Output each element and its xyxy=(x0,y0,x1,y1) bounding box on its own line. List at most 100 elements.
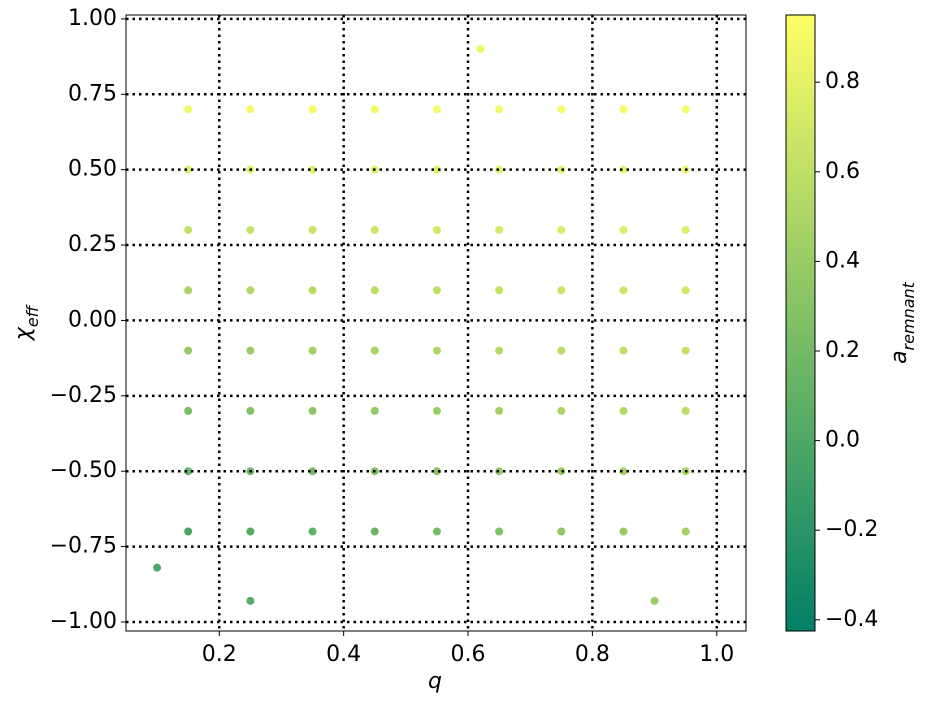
point xyxy=(557,406,566,415)
point xyxy=(557,225,566,234)
colorbar-tick-label: 0.8 xyxy=(825,69,860,94)
point xyxy=(153,563,162,572)
point xyxy=(246,346,255,355)
point xyxy=(308,406,317,415)
y-axis-label-main: χ xyxy=(11,326,36,341)
point xyxy=(619,406,628,415)
point xyxy=(246,406,255,415)
point xyxy=(246,286,255,295)
colorbar-tick-label: −0.4 xyxy=(825,607,878,632)
y-tick-label: −0.25 xyxy=(50,383,117,408)
point xyxy=(308,346,317,355)
y-axis-label-sub: eff xyxy=(23,303,42,327)
point xyxy=(495,225,504,234)
point xyxy=(681,527,690,536)
point xyxy=(308,105,317,114)
point xyxy=(495,406,504,415)
point xyxy=(370,527,379,536)
point xyxy=(619,165,628,174)
point xyxy=(184,406,193,415)
point xyxy=(184,286,193,295)
y-tick-label: −1.00 xyxy=(50,609,117,634)
point xyxy=(432,406,441,415)
point xyxy=(557,346,566,355)
point xyxy=(619,527,628,536)
point xyxy=(495,286,504,295)
point xyxy=(681,346,690,355)
colorbar-label-main: a xyxy=(887,350,912,363)
point xyxy=(619,105,628,114)
colorbar-label: aremnant xyxy=(887,281,918,364)
point xyxy=(308,286,317,295)
point xyxy=(370,346,379,355)
point xyxy=(495,467,504,476)
point xyxy=(246,596,255,605)
point xyxy=(308,225,317,234)
point xyxy=(246,527,255,536)
point xyxy=(184,165,193,174)
plot-frame xyxy=(125,14,747,632)
point xyxy=(476,45,485,54)
colorbar-tick-label: 0.6 xyxy=(825,159,860,184)
point xyxy=(246,225,255,234)
x-tick-label: 0.6 xyxy=(451,642,486,667)
x-tick-label: 0.4 xyxy=(326,642,361,667)
point xyxy=(495,105,504,114)
colorbar-label-sub: remnant xyxy=(899,281,918,350)
point xyxy=(495,346,504,355)
colorbar-tick-label: 0.4 xyxy=(825,248,860,273)
point xyxy=(681,406,690,415)
point xyxy=(619,286,628,295)
point xyxy=(557,527,566,536)
point xyxy=(308,165,317,174)
point xyxy=(495,527,504,536)
y-tick-label: 0.50 xyxy=(68,157,117,182)
point xyxy=(432,105,441,114)
y-tick-label: 0.75 xyxy=(68,81,117,106)
y-tick-label: −0.75 xyxy=(50,534,117,559)
y-tick-label: 1.00 xyxy=(68,6,117,31)
point xyxy=(557,165,566,174)
point xyxy=(557,286,566,295)
colorbar-tick-label: 0.0 xyxy=(825,428,860,453)
point xyxy=(370,105,379,114)
point xyxy=(370,406,379,415)
x-tick-label: 0.2 xyxy=(202,642,237,667)
point xyxy=(432,225,441,234)
colorbar-tick-label: 0.2 xyxy=(825,338,860,363)
point xyxy=(184,105,193,114)
point xyxy=(370,286,379,295)
point xyxy=(308,527,317,536)
point xyxy=(681,105,690,114)
point xyxy=(650,596,659,605)
y-tick-label: 0.25 xyxy=(68,232,117,257)
y-tick-label: 0.00 xyxy=(68,307,117,332)
point xyxy=(619,346,628,355)
y-axis-label: χeff xyxy=(11,303,42,341)
point xyxy=(432,346,441,355)
point xyxy=(184,346,193,355)
colorbar xyxy=(785,14,816,632)
y-tick-label: −0.50 xyxy=(50,458,117,483)
point xyxy=(432,467,441,476)
point xyxy=(557,467,566,476)
x-tick-label: 1.0 xyxy=(699,642,734,667)
point xyxy=(681,286,690,295)
x-tick-label: 0.8 xyxy=(575,642,610,667)
point xyxy=(184,527,193,536)
colorbar-tick-label: −0.2 xyxy=(825,517,878,542)
point xyxy=(308,467,317,476)
point xyxy=(370,225,379,234)
point xyxy=(432,286,441,295)
point xyxy=(557,105,566,114)
point xyxy=(619,225,628,234)
point xyxy=(432,165,441,174)
point xyxy=(432,527,441,536)
x-axis-label: q xyxy=(428,669,442,694)
point xyxy=(246,105,255,114)
point xyxy=(184,225,193,234)
point xyxy=(495,165,504,174)
point xyxy=(184,467,193,476)
point xyxy=(619,467,628,476)
